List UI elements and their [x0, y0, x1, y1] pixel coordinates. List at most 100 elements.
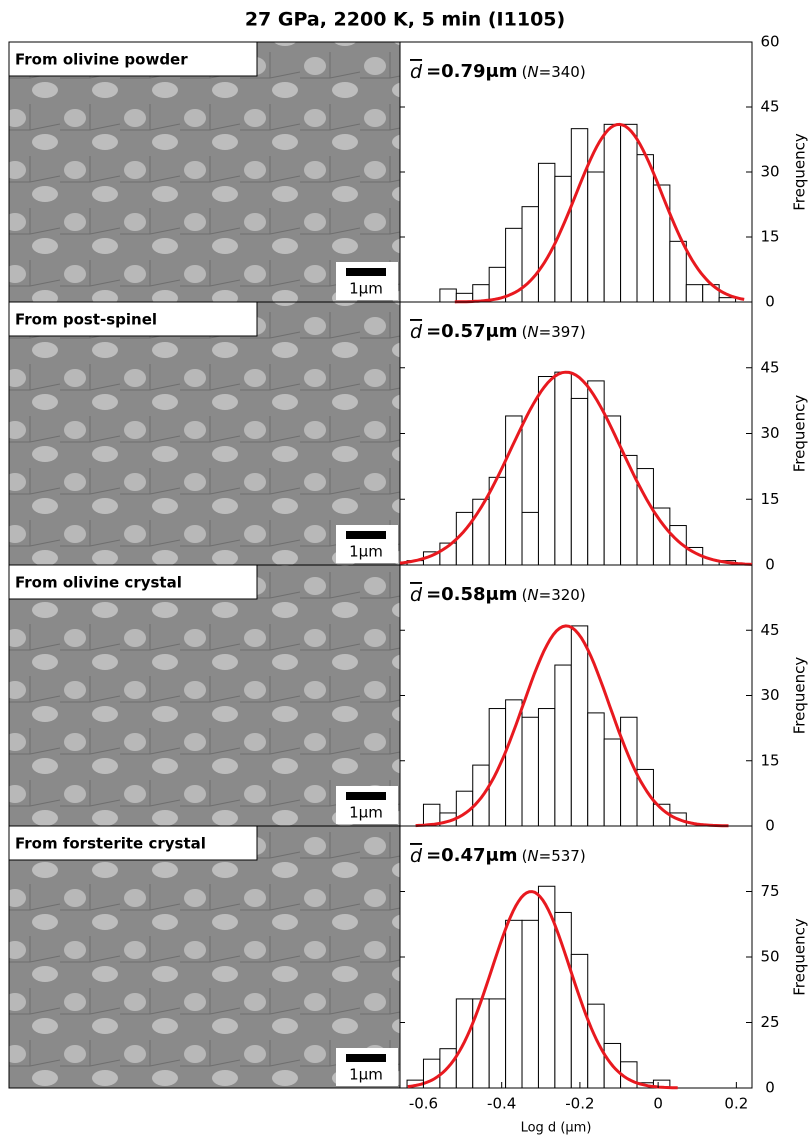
- bar: [620, 123, 638, 303]
- bar: [488, 998, 507, 1089]
- bar: [636, 154, 654, 303]
- y-tick-label: 0: [765, 817, 775, 835]
- figure-title: 27 GPa, 2200 K, 5 min (I1105): [245, 9, 565, 31]
- stat-n-symbol: N: [527, 847, 538, 865]
- bar: [505, 919, 523, 1089]
- bar: [570, 128, 589, 303]
- panel-label: From olivine powder: [15, 51, 188, 69]
- scale-bar: [346, 268, 386, 276]
- bar: [537, 708, 556, 827]
- panel-label-box: [8, 825, 258, 861]
- bar: [521, 716, 539, 827]
- panel-label-box: [8, 301, 258, 337]
- x-tick-label: -0.6: [409, 1095, 438, 1113]
- stat-n-symbol: N: [527, 63, 538, 81]
- scale-bar-label: 1μm: [349, 804, 383, 822]
- y-axis-label: Frequency: [791, 657, 809, 735]
- stat-symbol: d: [410, 61, 423, 83]
- fit-curve: [399, 370, 753, 566]
- micrograph: [8, 825, 401, 1089]
- stat-mean: =0.57μm: [426, 321, 518, 342]
- bar: [554, 911, 572, 1089]
- stat-n-prefix: (: [522, 323, 528, 341]
- scale-bar-label: 1μm: [349, 543, 383, 561]
- bar: [537, 376, 556, 566]
- y-tick-label: 50: [760, 948, 779, 966]
- y-tick-label: 30: [760, 163, 779, 181]
- bar: [652, 184, 671, 303]
- bar: [537, 162, 556, 303]
- bar: [603, 415, 622, 566]
- stat: d =0.57μm (N=397): [410, 321, 586, 343]
- y-tick-label: 60: [760, 33, 779, 51]
- x-tick-label: -0.2: [565, 1095, 594, 1113]
- scale-bar: [346, 792, 386, 800]
- panel-label: From olivine crystal: [15, 574, 182, 592]
- bar: [521, 919, 539, 1089]
- bar: [718, 297, 737, 303]
- bar: [603, 738, 622, 827]
- y-tick-label: 15: [760, 751, 779, 769]
- stat-symbol: d: [410, 845, 423, 867]
- stat: d =0.58μm (N=320): [410, 584, 586, 606]
- x-tick-label: 0.2: [724, 1095, 748, 1113]
- y-axis-label: Frequency: [791, 918, 809, 996]
- bar: [521, 511, 539, 566]
- y-tick-label: 0: [765, 293, 775, 311]
- panel-label: From post-spinel: [15, 311, 157, 329]
- stat-n-value: =397): [539, 323, 586, 341]
- bar: [570, 397, 589, 566]
- y-tick-label: 45: [760, 358, 779, 376]
- bar: [587, 171, 605, 303]
- x-tick-label: -0.4: [487, 1095, 516, 1113]
- y-tick-label: 15: [760, 228, 779, 246]
- bar: [669, 240, 687, 303]
- stat: d =0.47μm (N=537): [410, 845, 586, 867]
- panel-label-box: [8, 41, 258, 77]
- fit-curve: [407, 890, 678, 1090]
- bar: [570, 625, 589, 827]
- stat-symbol: d: [410, 321, 423, 343]
- stat: d =0.79μm (N=340): [410, 61, 586, 83]
- stat-n-value: =320): [539, 586, 586, 604]
- y-tick-label: 45: [760, 621, 779, 639]
- bar: [554, 371, 572, 566]
- bar: [685, 284, 704, 303]
- bar: [472, 998, 490, 1089]
- bar: [620, 454, 638, 566]
- y-tick-label: 30: [760, 686, 779, 704]
- y-tick-label: 75: [760, 882, 779, 900]
- stat-n-prefix: (: [522, 63, 528, 81]
- stat-n-symbol: N: [527, 586, 538, 604]
- x-tick-label: 0: [653, 1095, 663, 1113]
- y-axis-label: Frequency: [791, 395, 809, 473]
- scale-bar-label: 1μm: [349, 280, 383, 298]
- y-tick-label: 45: [760, 98, 779, 116]
- stat-n-prefix: (: [522, 847, 528, 865]
- fit-curve: [454, 122, 745, 304]
- micrograph: [8, 41, 401, 303]
- stat-n-prefix: (: [522, 586, 528, 604]
- scale-bar: [346, 1054, 386, 1062]
- scale-bar-label: 1μm: [349, 1066, 383, 1084]
- bar: [554, 664, 572, 827]
- fit-curve: [415, 624, 729, 828]
- bar: [570, 953, 589, 1089]
- stat-n-value: =537): [539, 847, 586, 865]
- x-axis-label: Log d (μm): [521, 1121, 592, 1136]
- y-axis-label: Frequency: [791, 133, 809, 211]
- y-tick-label: 15: [760, 490, 779, 508]
- y-tick-label: 0: [765, 556, 775, 574]
- y-tick-label: 25: [760, 1013, 779, 1031]
- bar: [587, 1003, 605, 1089]
- panel-label: From forsterite crystal: [15, 835, 206, 853]
- y-tick-label: 0: [765, 1079, 775, 1097]
- y-tick-label: 30: [760, 424, 779, 442]
- stat-mean: =0.47μm: [426, 845, 518, 866]
- stat-mean: =0.58μm: [426, 584, 518, 605]
- stat-n-value: =340): [539, 63, 586, 81]
- scale-bar: [346, 531, 386, 539]
- panel-label-box: [8, 564, 258, 600]
